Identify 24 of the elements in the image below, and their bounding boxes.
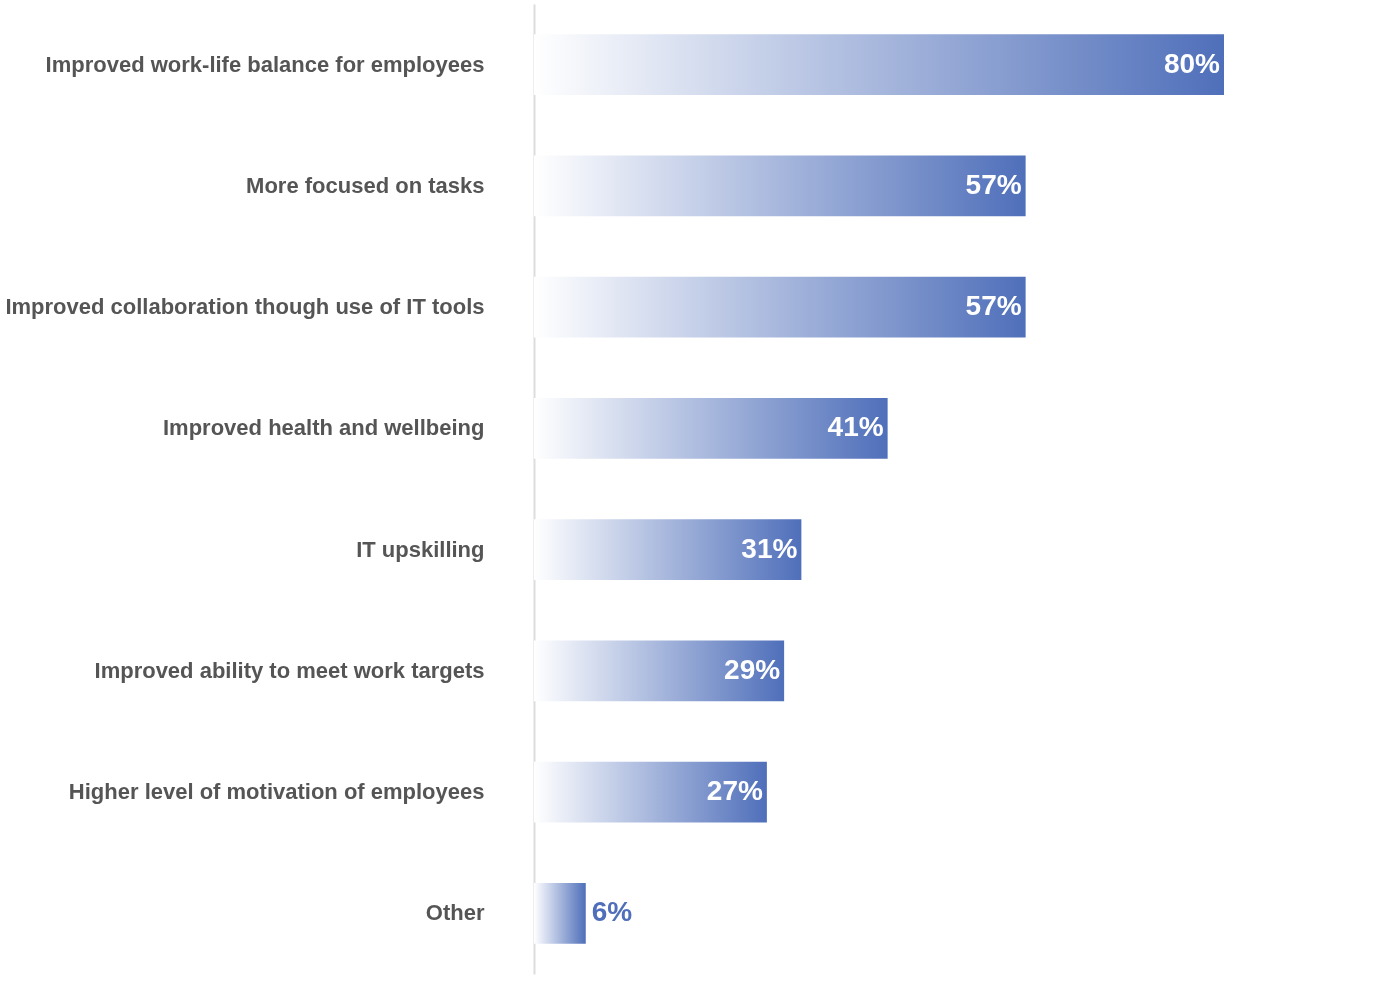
bar	[534, 276, 1026, 338]
data-label: 41%	[827, 411, 884, 443]
y-tick-label: Higher level of motivation of employees	[68, 779, 485, 805]
bar	[534, 34, 1224, 95]
bar	[534, 398, 888, 459]
data-label: 6%	[591, 896, 633, 928]
data-label: 29%	[724, 653, 781, 685]
y-tick-label: Improved health and wellbeing	[163, 415, 485, 441]
y-tick-label: Improved collaboration though use of IT tools	[5, 294, 485, 320]
data-label: 57%	[965, 290, 1022, 322]
data-label: 57%	[965, 168, 1022, 200]
y-tick-label: More focused on tasks	[246, 172, 485, 198]
bar	[534, 155, 1026, 217]
bar	[534, 640, 785, 702]
bar	[534, 761, 767, 823]
y-tick-label: IT upskilling	[356, 536, 485, 562]
data-label: 31%	[741, 532, 798, 564]
data-label: 80%	[1163, 47, 1221, 79]
y-tick-label: Improved ability to meet work targets	[94, 657, 485, 683]
data-label: 27%	[706, 775, 763, 807]
bar	[534, 519, 802, 580]
bar	[534, 883, 586, 944]
y-tick-label: Improved work-life balance for employees	[45, 51, 485, 77]
y-tick-label: Other	[425, 900, 485, 926]
